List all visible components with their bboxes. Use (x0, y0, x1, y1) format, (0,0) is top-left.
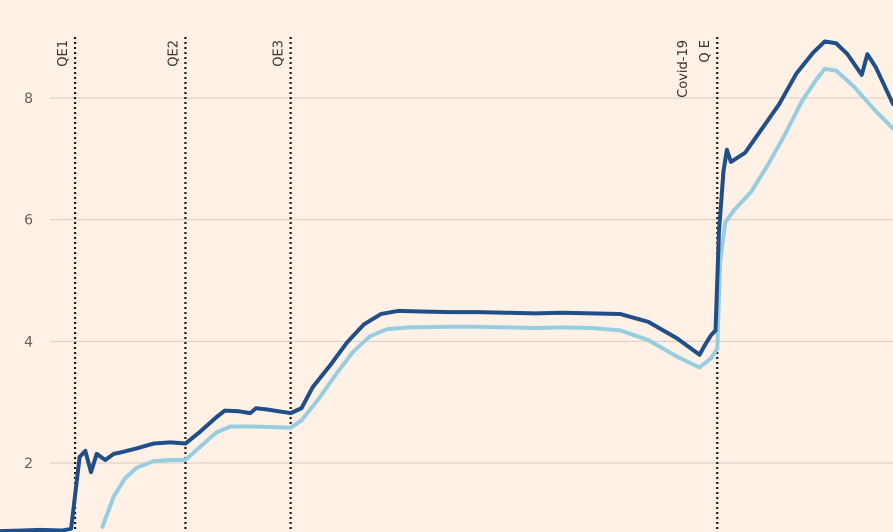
y-tick-label-8: 8 (24, 91, 33, 107)
series-line-0 (0, 39, 893, 532)
event-label-3-0: Covid-19 (676, 40, 691, 98)
event-label-1-0: QE2 (166, 40, 181, 67)
series-line-1 (100, 66, 893, 529)
event-label-2-0: QE3 (272, 40, 287, 67)
event-label-3-1: Q E (698, 40, 713, 63)
y-tick-label-6: 6 (24, 213, 33, 229)
event-label-0-0: QE1 (56, 40, 71, 67)
y-tick-label-2: 2 (24, 456, 33, 472)
y-tick-label-4: 4 (24, 334, 33, 350)
